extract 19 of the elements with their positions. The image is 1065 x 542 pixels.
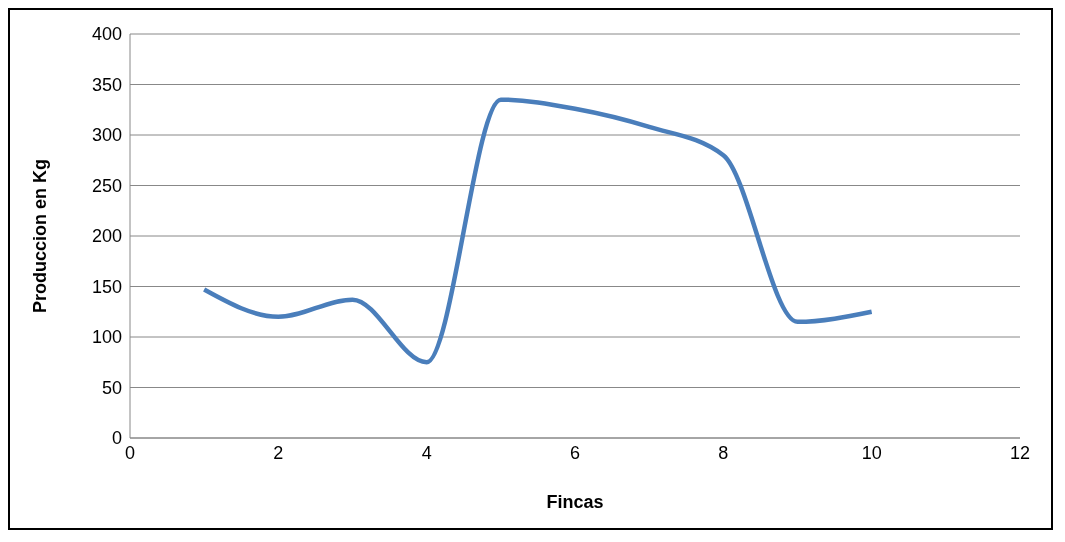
y-tick-label: 200: [91, 226, 122, 247]
x-tick-label: 2: [273, 442, 284, 463]
x-tick-label: 10: [861, 442, 882, 463]
y-axis-title: Produccion en Kg: [30, 158, 51, 314]
y-tick-label: 300: [91, 125, 122, 146]
y-tick-label: 150: [91, 276, 122, 297]
y-tick-label: 0: [111, 428, 122, 449]
x-tick-label: 6: [569, 442, 581, 463]
y-tick-label: 100: [91, 327, 122, 348]
x-tick-label: 4: [421, 442, 432, 463]
y-tick-label: 350: [91, 74, 122, 95]
x-tick-label: 12: [1009, 442, 1031, 463]
line-series: [201, 97, 874, 365]
y-tick-label: 250: [91, 175, 122, 196]
y-tick-label: 400: [91, 24, 122, 45]
x-tick-label: 0: [124, 442, 136, 463]
x-tick-label: 8: [718, 442, 729, 463]
x-axis-title: Fincas: [546, 492, 604, 512]
y-tick-label: 50: [101, 377, 122, 398]
